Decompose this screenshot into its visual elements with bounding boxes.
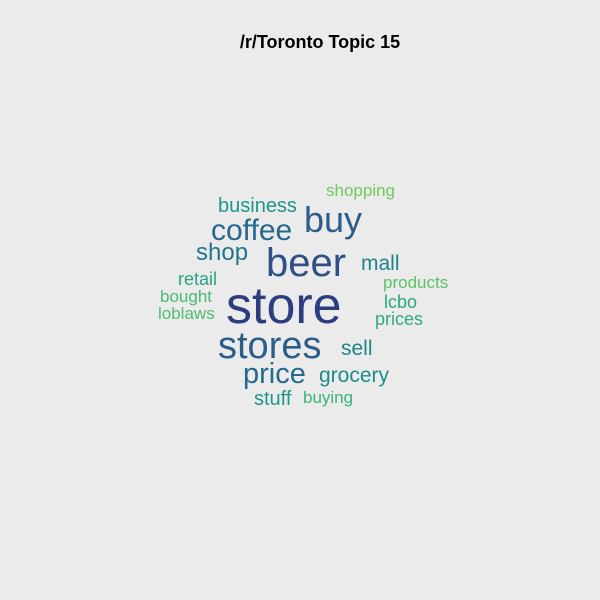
word-shopping: shopping [326,181,396,200]
word-retail: retail [178,269,218,289]
chart-title: /r/Toronto Topic 15 [239,32,401,52]
word-stuff: stuff [254,388,292,410]
word-buying: buying [303,388,354,407]
word-store: store [226,277,342,335]
word-loblaws: loblaws [158,304,215,323]
word-shop: shop [196,239,249,266]
word-price: price [243,358,306,390]
word-coffee: coffee [211,214,293,247]
word-sell: sell [341,337,373,360]
word-buy: buy [304,199,363,240]
word-stores: stores [218,325,322,367]
word-products: products [383,273,449,292]
word-mall: mall [361,252,400,275]
word-lcbo: lcbo [384,292,418,312]
word-prices: prices [375,309,424,329]
word-grocery: grocery [319,364,390,387]
word-bought: bought [160,287,212,306]
word-beer: beer [266,241,347,285]
word-business: business [218,195,297,217]
